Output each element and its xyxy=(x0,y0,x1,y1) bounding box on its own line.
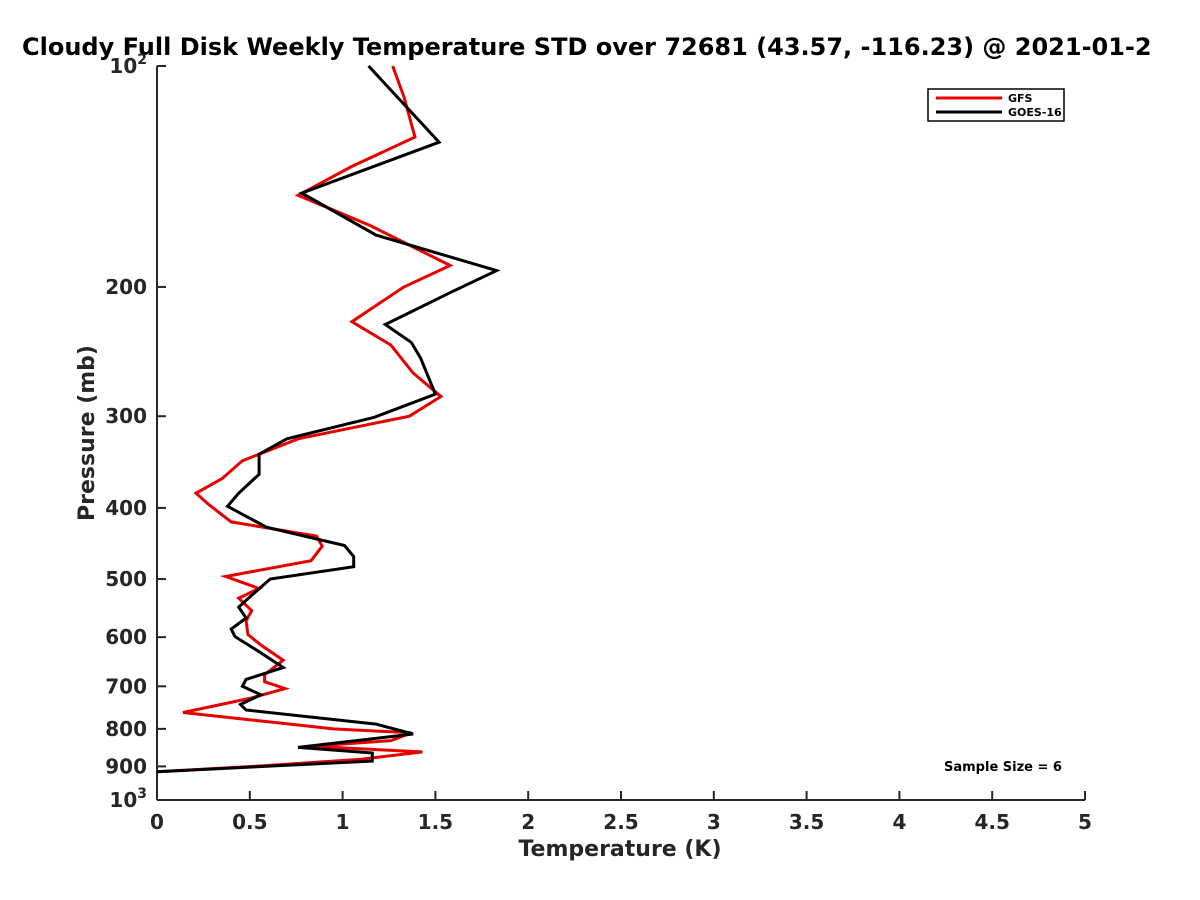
x-tick-label: 5 xyxy=(1078,810,1092,834)
sample-size-annotation: Sample Size = 6 xyxy=(944,760,1062,775)
series-line-goes-16 xyxy=(156,64,501,774)
y-tick-label: 500 xyxy=(105,567,147,591)
y-tick-label: 700 xyxy=(105,674,147,698)
x-tick-label: 3 xyxy=(707,810,721,834)
chart-title: Cloudy Full Disk Weekly Temperature STD … xyxy=(22,33,1152,61)
x-tick-label: 0.5 xyxy=(232,810,267,834)
x-tick-label: 1 xyxy=(336,810,350,834)
y-tick-label: 102 xyxy=(109,52,147,78)
y-tick-label: 600 xyxy=(105,625,147,649)
y-tick-label: 103 xyxy=(109,786,147,812)
legend-box xyxy=(927,88,1065,122)
x-tick-label: 0 xyxy=(150,810,164,834)
y-tick-label: 200 xyxy=(105,275,147,299)
x-tick-label: 1.5 xyxy=(418,810,453,834)
series-line-gfs xyxy=(156,65,454,774)
series-layer xyxy=(156,64,501,774)
x-tick-label: 4 xyxy=(892,810,906,834)
x-axis-label: Temperature (K) xyxy=(518,837,721,862)
legend-entry: GOES-16 xyxy=(1008,106,1062,119)
y-tick-label: 800 xyxy=(105,717,147,741)
x-tick-label: 4.5 xyxy=(974,810,1009,834)
y-tick-label: 900 xyxy=(105,754,147,778)
tick-labels: 0 0.5 1 1.5 2 2.5 3 3.5 4 4.5 5 102 200 300 400 500 600 7… xyxy=(105,52,1092,834)
x-tick-label: 2.5 xyxy=(603,810,638,834)
legend-entry: GFS xyxy=(1008,92,1033,105)
y-tick-label: 300 xyxy=(105,404,147,428)
x-tick-label: 2 xyxy=(521,810,535,834)
x-tick-label: 3.5 xyxy=(789,810,824,834)
y-tick-label: 400 xyxy=(105,496,147,520)
plot-axes xyxy=(156,65,1086,801)
y-axis-label: Pressure (mb) xyxy=(75,345,100,521)
